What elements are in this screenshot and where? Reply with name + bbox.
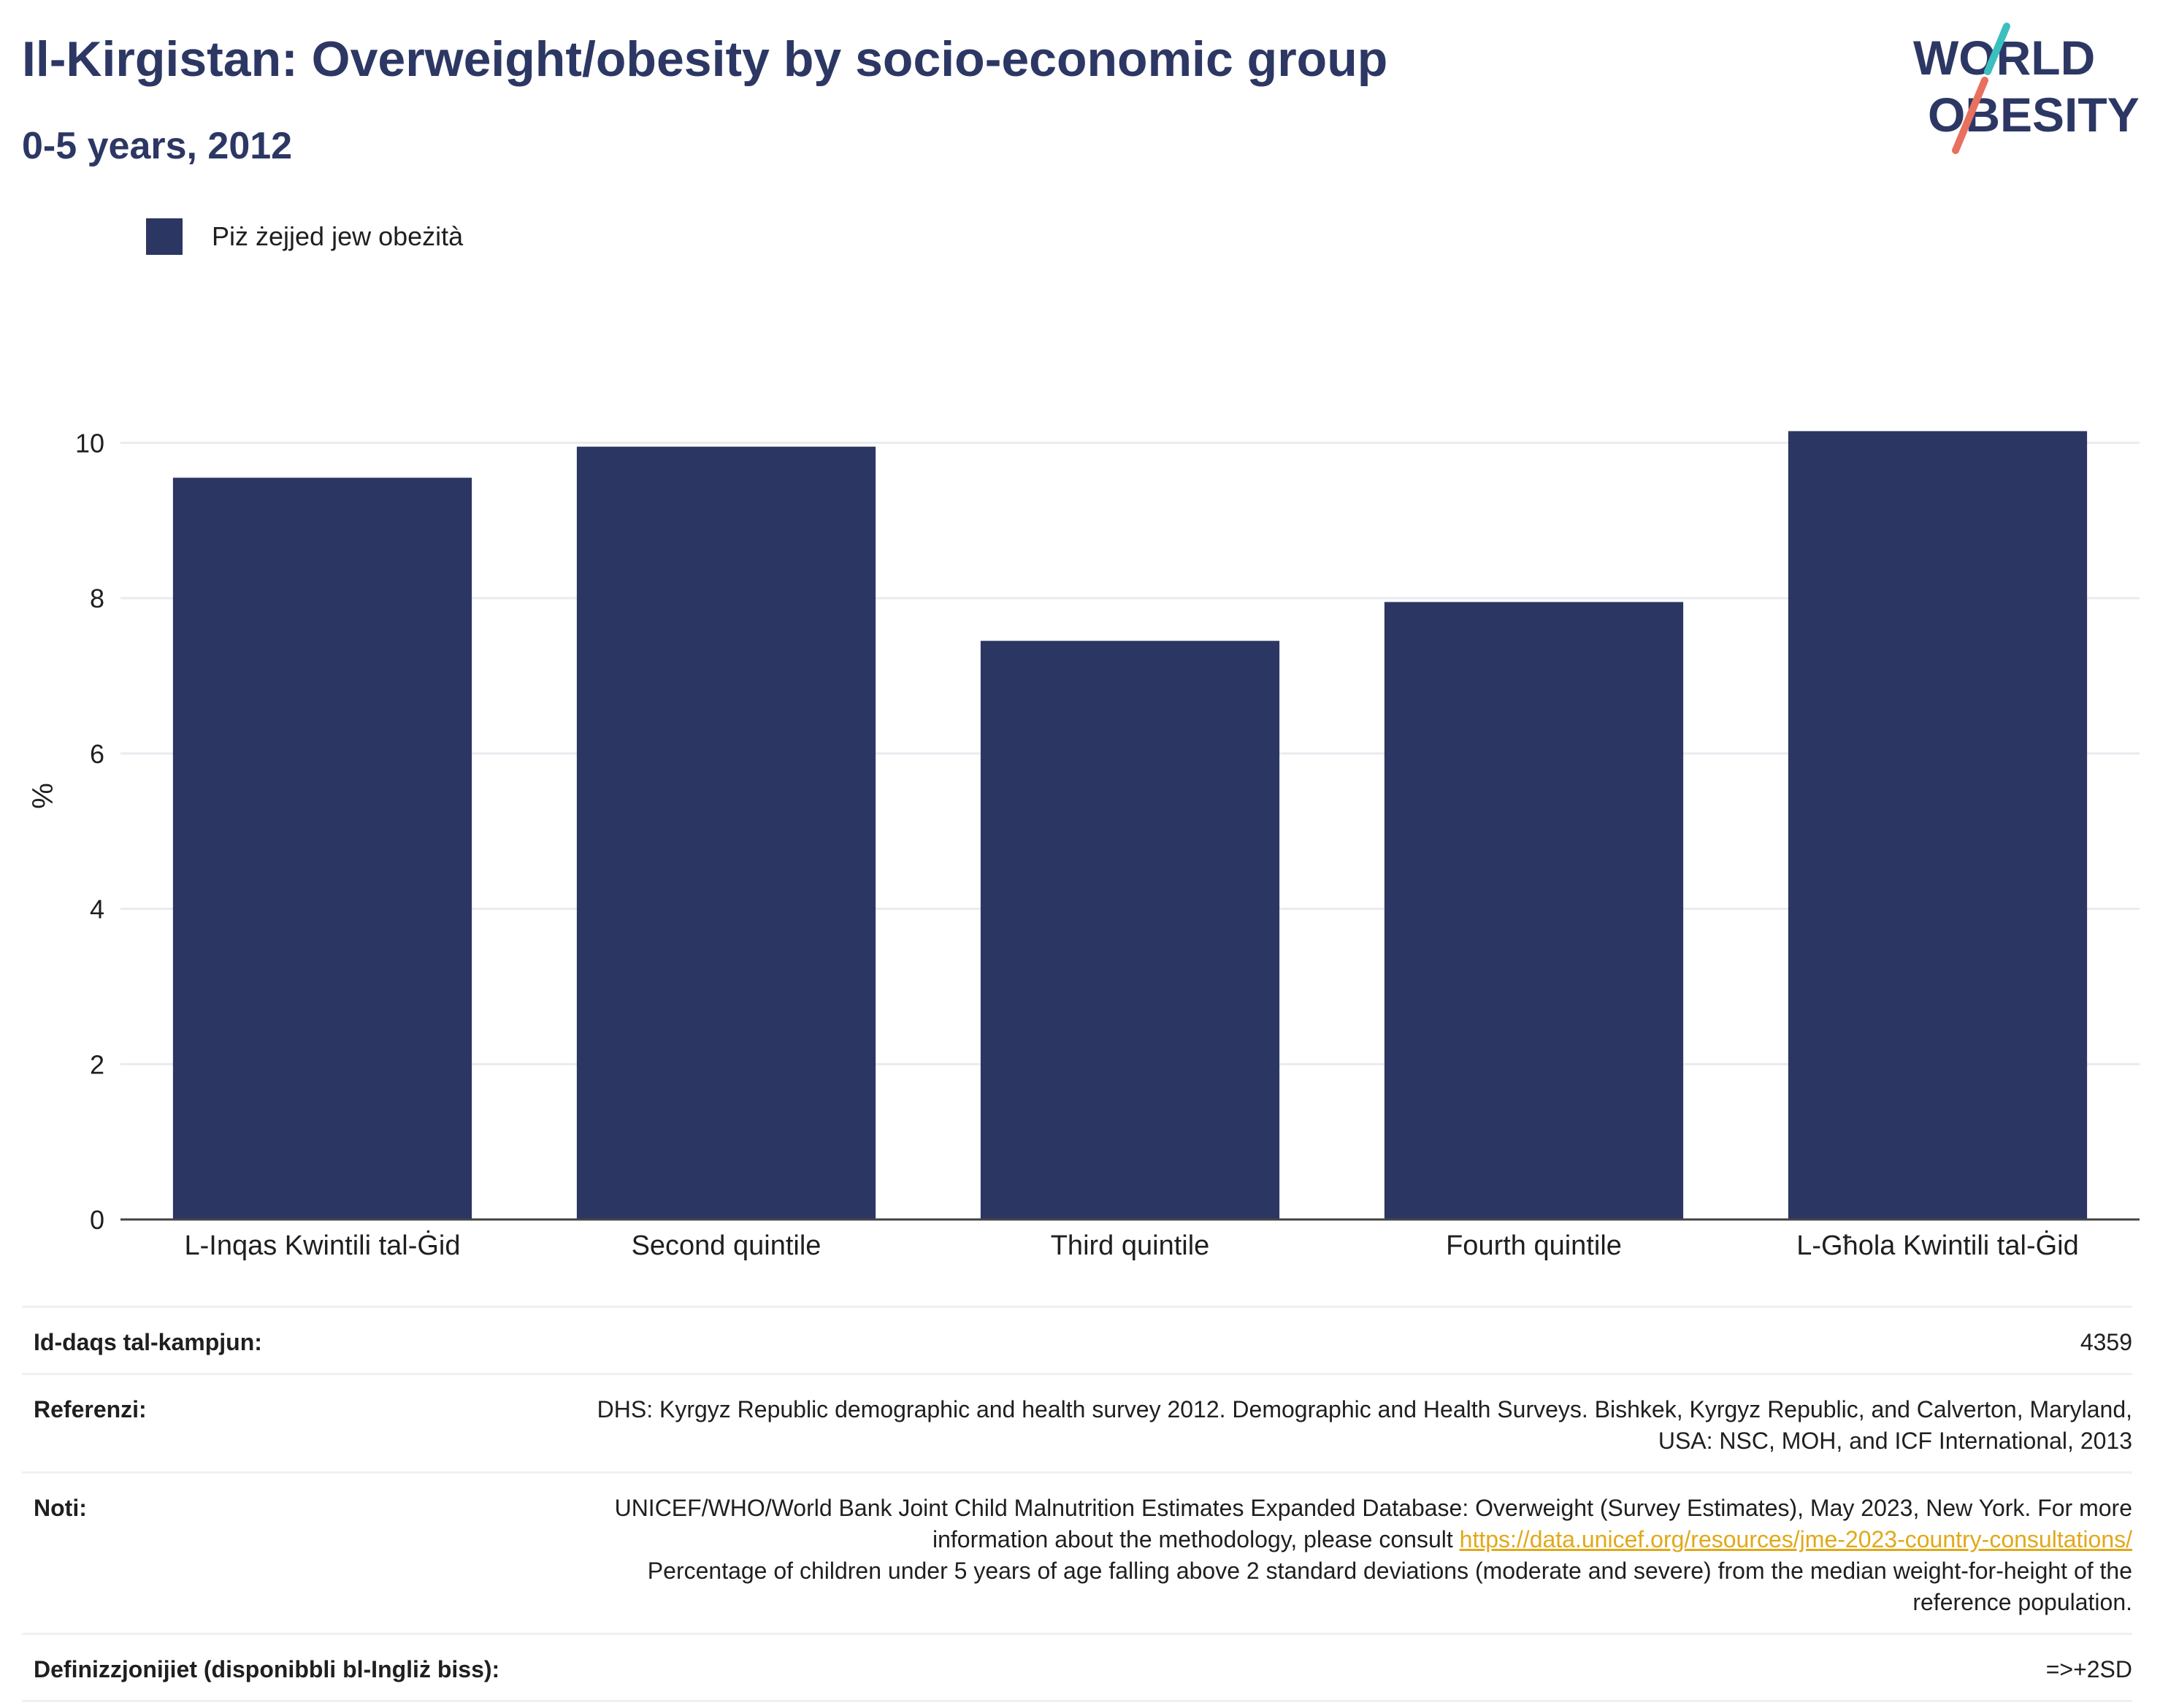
y-tick-label: 0 xyxy=(90,1205,104,1235)
meta-row-references: Referenzi: DHS: Kyrgyz Republic demograp… xyxy=(22,1373,2132,1471)
y-tick-label: 10 xyxy=(75,428,104,458)
legend-label: Piż żejjed jew obeżità xyxy=(212,221,464,251)
references-label: Referenzi: xyxy=(34,1396,147,1422)
bar-chart: 0 2 4 6 8 10 L-Inqas Kwintili tal-Ġid Second qu… xyxy=(27,428,2140,1261)
bar xyxy=(1384,602,1684,1219)
notes-value: UNICEF/WHO/World Bank Joint Child Malnut… xyxy=(562,1493,2132,1618)
bar xyxy=(172,478,472,1219)
bar xyxy=(980,640,1280,1219)
bar xyxy=(576,446,876,1219)
notes-definition-text: Percentage of children under 5 years of … xyxy=(647,1558,2132,1615)
meta-row-definitions: Definizzjonijiet (disponibbli bl-Ingliż … xyxy=(22,1633,2132,1702)
bar-layer xyxy=(172,431,2088,1219)
sample-size-value: 4359 xyxy=(2080,1329,2132,1355)
y-tick-label: 6 xyxy=(90,739,104,769)
notes-label: Noti: xyxy=(34,1495,87,1521)
meta-row-notes: Noti: UNICEF/WHO/World Bank Joint Child … xyxy=(22,1471,2132,1633)
chart-title: Il-Kirgistan: Overweight/obesity by soci… xyxy=(22,31,1388,87)
chart-legend: Piż żejjed jew obeżità xyxy=(146,218,463,256)
legend-swatch xyxy=(146,218,183,255)
notes-link[interactable]: https://data.unicef.org/resources/jme-20… xyxy=(1459,1526,2132,1552)
chart-subtitle: 0-5 years, 2012 xyxy=(22,125,293,167)
y-axis-label: % xyxy=(27,783,59,809)
x-tick-label: L-Inqas Kwintili tal-Ġid xyxy=(184,1229,460,1261)
x-tick-label: Third quintile xyxy=(1051,1230,1210,1261)
notes-text: UNICEF/WHO/World Bank Joint Child Malnut… xyxy=(614,1495,2132,1552)
definitions-label: Definizzjonijiet (disponibbli bl-Ingliż … xyxy=(34,1656,500,1682)
axis-layer: 0 2 4 6 8 10 L-Inqas Kwintili tal-Ġid Second qu… xyxy=(75,428,2140,1261)
references-value: DHS: Kyrgyz Republic demographic and hea… xyxy=(597,1396,2132,1454)
x-tick-label: Second quintile xyxy=(632,1230,822,1261)
sample-size-label: Id-daqs tal-kampjun: xyxy=(34,1329,262,1355)
y-tick-label: 8 xyxy=(90,583,104,613)
bar xyxy=(1788,431,2088,1219)
meta-row-sample-size: Id-daqs tal-kampjun: 4359 xyxy=(22,1306,2132,1373)
definitions-value: =>+2SD xyxy=(2045,1656,2132,1682)
x-tick-label: Fourth quintile xyxy=(1446,1230,1622,1261)
x-tick-label: L-Għola Kwintili tal-Ġid xyxy=(1796,1229,2078,1261)
metadata-table: Id-daqs tal-kampjun: 4359 Referenzi: DHS… xyxy=(22,1306,2132,1702)
y-tick-label: 4 xyxy=(90,895,104,924)
y-tick-label: 2 xyxy=(90,1049,104,1079)
world-obesity-logo: WORLD OBESITY xyxy=(1913,23,2140,154)
